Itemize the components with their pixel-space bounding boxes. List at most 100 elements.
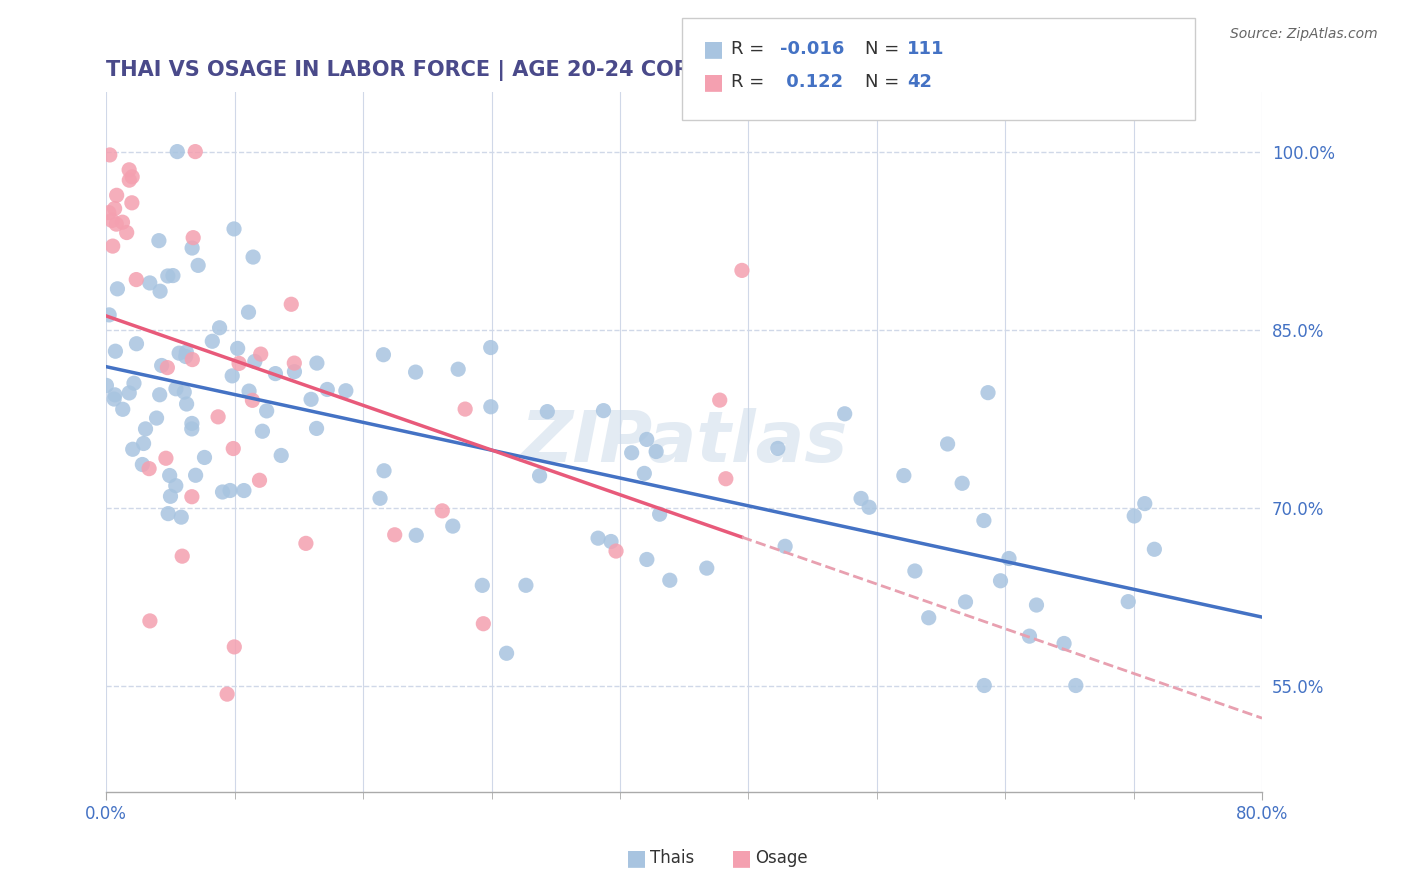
Osage (709, 393, 731, 408)
Thais (305, 421, 328, 435)
Thais (368, 491, 391, 506)
Thais (600, 534, 623, 549)
Thais (316, 383, 339, 397)
Osage (207, 409, 229, 424)
Text: Source: ZipAtlas.com: Source: ZipAtlas.com (1230, 27, 1378, 41)
Thais (893, 468, 915, 483)
Text: N =: N = (865, 73, 904, 91)
Osage (181, 352, 204, 367)
Osage (184, 145, 207, 159)
Thais (529, 468, 551, 483)
Thais (165, 479, 187, 493)
Text: 111: 111 (907, 40, 945, 58)
Thais (373, 348, 395, 362)
Osage (111, 215, 134, 229)
Osage (118, 162, 141, 177)
Thais (118, 386, 141, 401)
Osage (105, 217, 128, 231)
Text: Thais: Thais (650, 849, 693, 867)
Thais (373, 464, 395, 478)
Thais (950, 476, 973, 491)
Thais (98, 308, 121, 322)
Osage (98, 148, 121, 162)
Thais (96, 378, 118, 392)
Thais (103, 392, 125, 406)
Osage (249, 473, 271, 487)
Osage (280, 297, 302, 311)
Thais (125, 336, 148, 351)
Thais (264, 367, 287, 381)
Osage (384, 528, 406, 542)
Thais (536, 404, 558, 418)
Text: R =: R = (731, 73, 770, 91)
Thais (849, 491, 872, 506)
Thais (515, 578, 537, 592)
Thais (156, 268, 179, 283)
Thais (157, 507, 180, 521)
Thais (252, 424, 274, 438)
Osage (118, 173, 141, 187)
Thais (193, 450, 215, 465)
Text: ■: ■ (703, 72, 724, 92)
Thais (918, 611, 941, 625)
Text: ■: ■ (703, 39, 724, 59)
Osage (605, 544, 627, 558)
Osage (472, 616, 495, 631)
Thais (834, 407, 856, 421)
Thais (405, 528, 427, 542)
Thais (977, 385, 1000, 400)
Thais (173, 385, 195, 400)
Osage (101, 239, 124, 253)
Thais (270, 449, 292, 463)
Thais (104, 344, 127, 359)
Thais (973, 679, 995, 693)
Thais (184, 468, 207, 483)
Thais (1143, 542, 1166, 557)
Osage (714, 472, 737, 486)
Osage (138, 461, 160, 475)
Thais (904, 564, 927, 578)
Thais (495, 646, 517, 660)
Thais (858, 500, 880, 515)
Osage (249, 347, 271, 361)
Osage (104, 202, 127, 216)
Thais (447, 362, 470, 376)
Thais (773, 539, 796, 553)
Thais (176, 345, 198, 359)
Thais (159, 468, 181, 483)
Text: N =: N = (865, 40, 904, 58)
Thais (176, 397, 198, 411)
Text: THAI VS OSAGE IN LABOR FORCE | AGE 20-24 CORRELATION CHART: THAI VS OSAGE IN LABOR FORCE | AGE 20-24… (107, 60, 890, 80)
Thais (131, 458, 153, 472)
Osage (97, 205, 120, 219)
Thais (299, 392, 322, 407)
Thais (107, 282, 129, 296)
Thais (148, 234, 170, 248)
Thais (222, 222, 245, 236)
Thais (208, 320, 231, 334)
Osage (295, 536, 318, 550)
Osage (731, 263, 754, 277)
Thais (219, 483, 242, 498)
Thais (471, 578, 494, 592)
Thais (145, 411, 167, 425)
Thais (167, 346, 190, 360)
Osage (454, 402, 477, 417)
Thais (149, 284, 172, 298)
Thais (187, 259, 209, 273)
Thais (636, 552, 658, 566)
Thais (305, 356, 328, 370)
Thais (955, 595, 977, 609)
Thais (283, 365, 305, 379)
Thais (238, 384, 260, 398)
Thais (201, 334, 224, 349)
Thais (648, 507, 671, 521)
Thais (170, 510, 193, 524)
Thais (232, 483, 254, 498)
Thais (620, 446, 643, 460)
Thais (174, 350, 197, 364)
Thais (242, 250, 264, 264)
Thais (1116, 594, 1139, 608)
Thais (226, 342, 249, 356)
Thais (132, 436, 155, 450)
